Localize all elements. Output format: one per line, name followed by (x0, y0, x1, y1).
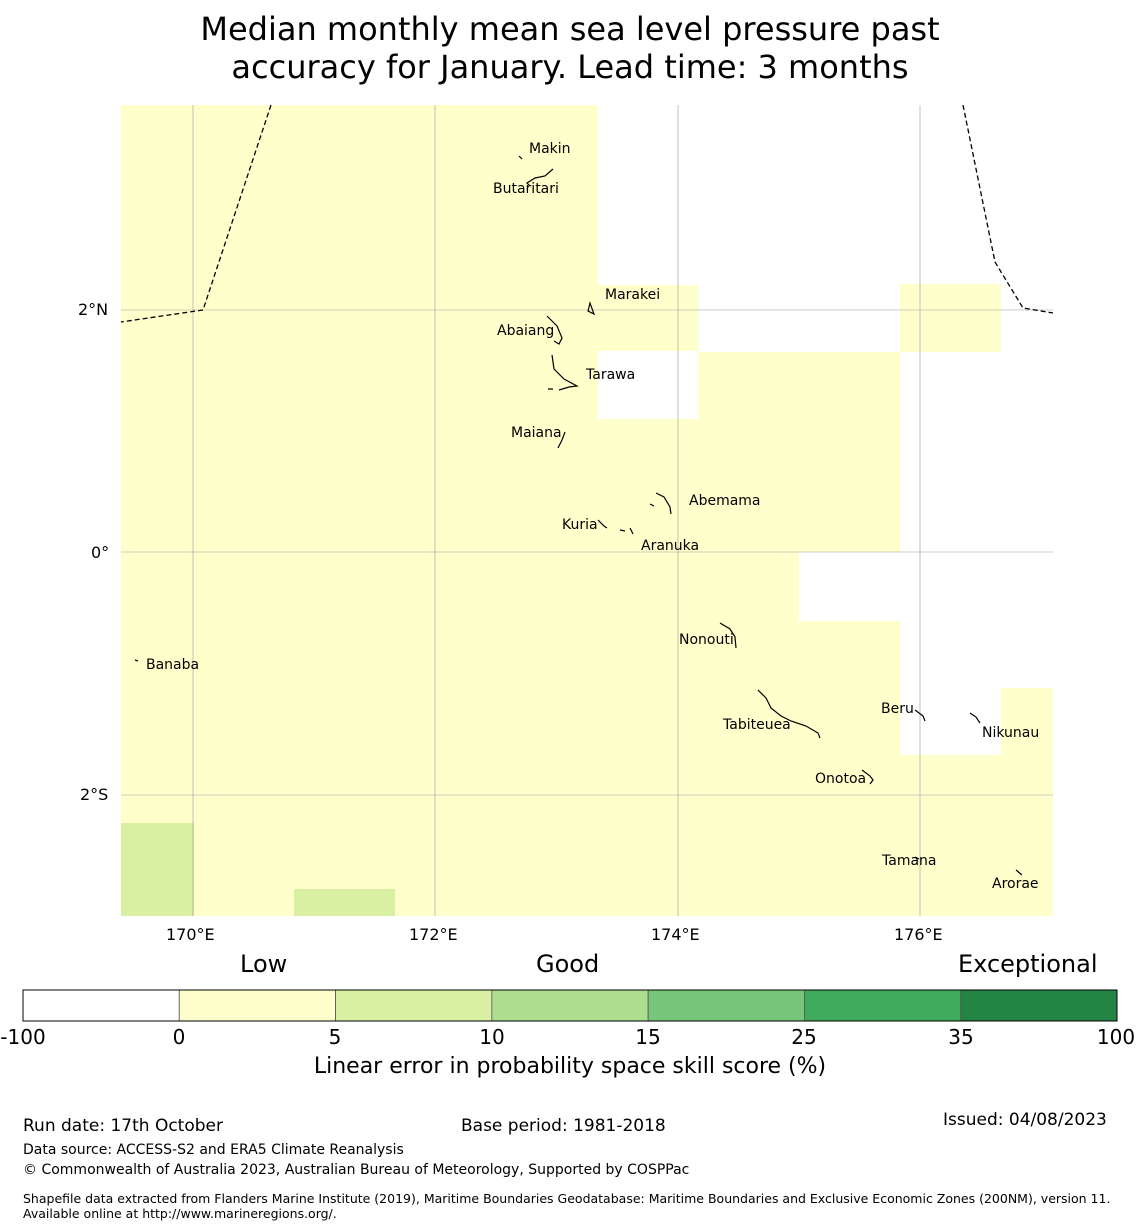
lon-label-170e: 170°E (166, 925, 215, 944)
data-source: Data source: ACCESS-S2 and ERA5 Climate … (23, 1142, 404, 1158)
colorbar-segment (491, 989, 649, 1022)
island-label: Nikunau (982, 725, 1040, 741)
colorbar (22, 989, 1118, 1022)
good-skill-cells (121, 823, 395, 916)
title-line-1: Median monthly mean sea level pressure p… (200, 10, 940, 48)
lat-label-0: 0° (91, 543, 110, 562)
lon-label-174e: 174°E (651, 925, 700, 944)
island-label: Tabiteuea (723, 717, 791, 733)
island-label: Butaritari (493, 181, 559, 197)
island-label: Tamana (882, 853, 937, 869)
lat-label-2s: 2°S (80, 785, 109, 804)
cb-tick: 15 (635, 1025, 661, 1049)
skill-map (120, 104, 1054, 916)
island-label: Marakei (605, 287, 661, 303)
island-label: Nonouti (679, 632, 734, 648)
map-title: Median monthly mean sea level pressure p… (0, 10, 1140, 86)
run-date: Run date: 17th October (23, 1116, 223, 1136)
negative-skill-cells (598, 105, 1053, 755)
island-label: Banaba (146, 657, 200, 673)
island-label: Abemama (689, 493, 761, 509)
lon-label-172e: 172°E (409, 925, 458, 944)
island-label: Beru (881, 701, 914, 717)
cb-tick: 25 (791, 1025, 817, 1049)
island-label: Kuria (562, 517, 598, 533)
colorbar-segment (178, 989, 336, 1022)
island-label: Maiana (511, 425, 562, 441)
base-period: Base period: 1981-2018 (461, 1116, 666, 1136)
island-label: Arorae (992, 876, 1039, 892)
cb-tick: 0 (172, 1025, 186, 1049)
colorbar-border (22, 989, 1118, 1022)
cb-tick: -100 (0, 1025, 46, 1049)
low-cell (900, 284, 1001, 352)
island-label: Aranuka (641, 538, 700, 554)
cb-tick: 100 (1096, 1025, 1136, 1049)
cb-tick: 10 (479, 1025, 505, 1049)
copyright: © Commonwealth of Australia 2023, Austra… (23, 1162, 690, 1178)
cb-tick: 5 (328, 1025, 342, 1049)
colorbar-segment (804, 989, 962, 1022)
colorbar-label: Linear error in probability space skill … (313, 1054, 827, 1079)
island-label: Tarawa (586, 367, 636, 383)
colorbar-segment (335, 989, 493, 1022)
eez-boundary (120, 104, 1054, 323)
cb-tick: 35 (948, 1025, 974, 1049)
issued-date: Issued: 04/08/2023 (943, 1110, 1107, 1130)
colorbar-segment (22, 989, 180, 1022)
gridlines (121, 105, 1053, 916)
lon-label-176e: 176°E (894, 925, 943, 944)
island-outlines (134, 155, 1023, 876)
island-label: Makin (529, 141, 571, 157)
tier-exceptional: Exceptional (958, 950, 1098, 978)
island-label: Abaiang (497, 323, 555, 339)
shapefile-credit: Shapefile data extracted from Flanders M… (23, 1191, 1111, 1221)
tier-good: Good (536, 950, 600, 978)
colorbar-segment (960, 989, 1118, 1022)
island-label: Onotoa (815, 771, 867, 787)
title-line-2: accuracy for January. Lead time: 3 month… (231, 48, 909, 86)
tier-low: Low (240, 950, 288, 978)
lat-label-2n: 2°N (78, 300, 109, 319)
colorbar-segment (647, 989, 805, 1022)
